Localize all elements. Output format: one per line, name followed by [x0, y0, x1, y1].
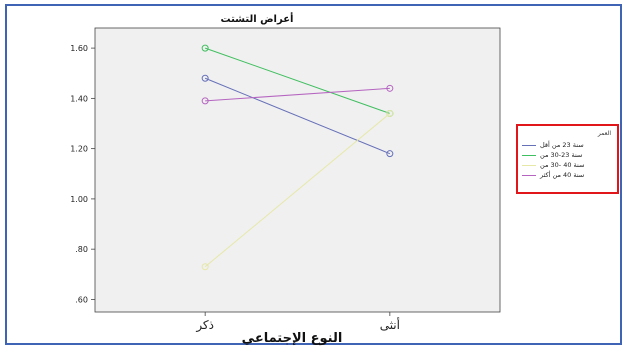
- x-tick-label: ذكر: [195, 318, 214, 333]
- legend-swatch: [522, 155, 536, 156]
- legend-label: سنة 23-30 من: [540, 151, 583, 159]
- legend-label: سنة 40 من أكثر: [540, 171, 585, 179]
- data-point: [201, 97, 209, 105]
- x-tick-label: أنثى: [380, 317, 400, 332]
- legend-label: سنة 23 من أقل: [540, 141, 584, 149]
- data-point: [201, 74, 209, 82]
- series-line: [205, 87, 390, 102]
- series-line: [204, 77, 391, 155]
- legend-title: العمر: [597, 130, 611, 137]
- legend-swatch: [522, 145, 536, 146]
- y-tick-label: 1.00: [70, 195, 88, 204]
- y-axis: .60 .80 1.00 1.20 1.40 1.60: [70, 44, 95, 304]
- plot-area: [94, 27, 501, 313]
- y-tick-label: .80: [75, 245, 88, 254]
- series-line: [204, 113, 391, 268]
- data-point: [386, 84, 394, 92]
- legend-item: سنة 40 من أكثر: [522, 171, 614, 180]
- data-point: [386, 109, 394, 117]
- series-layer: [201, 44, 394, 271]
- series-3: [201, 109, 394, 271]
- y-tick-label: 1.60: [70, 44, 88, 53]
- y-tick-label: 1.40: [70, 94, 88, 103]
- legend-item: سنة 23 من أقل: [522, 141, 614, 150]
- legend-label: سنة 40 -30 من: [540, 161, 585, 169]
- data-point: [386, 150, 394, 158]
- legend: العمر سنة 23 من أقل سنة 23-30 من سنة 40 -3…: [516, 124, 619, 194]
- legend-swatch: [522, 175, 536, 176]
- data-point: [201, 263, 209, 271]
- series-1: [201, 74, 394, 158]
- series-line: [204, 47, 391, 114]
- series-4: [201, 84, 394, 105]
- legend-item: سنة 23-30 من: [522, 151, 614, 160]
- y-tick-label: .60: [75, 295, 88, 304]
- x-axis-label: النوع الإجتماعي: [242, 331, 343, 346]
- chart-title: أعراض التشتت: [221, 12, 294, 25]
- y-tick-label: 1.20: [70, 145, 88, 154]
- data-point: [201, 44, 209, 52]
- legend-swatch: [522, 165, 536, 166]
- x-axis: ذكر أنثى: [195, 312, 400, 333]
- legend-item: سنة 40 -30 من: [522, 161, 614, 170]
